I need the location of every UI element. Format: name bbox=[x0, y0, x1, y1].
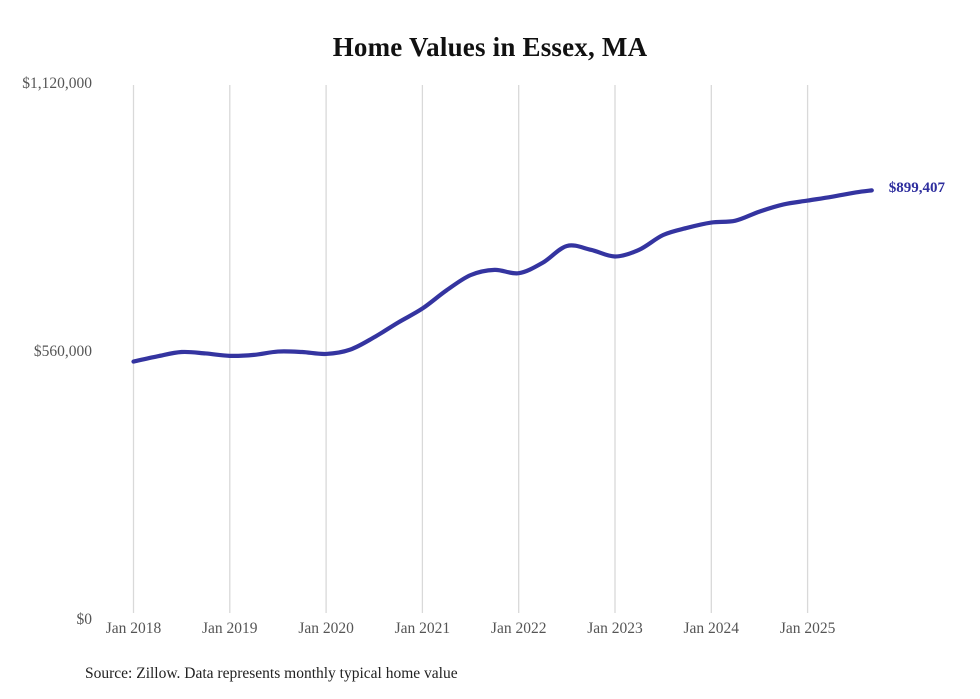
y-axis-tick-label: $1,120,000 bbox=[22, 75, 92, 92]
x-axis-tick-label: Jan 2024 bbox=[683, 620, 740, 637]
x-axis-tick-label: Jan 2022 bbox=[490, 620, 547, 637]
data-line-series bbox=[131, 188, 874, 364]
y-axis-tick-label: $560,000 bbox=[33, 343, 92, 360]
x-axis-tick-label: Jan 2023 bbox=[587, 620, 643, 637]
x-axis-tick-label: Jan 2025 bbox=[779, 620, 836, 637]
x-axis-tick-label: Jan 2021 bbox=[394, 620, 451, 637]
x-axis-tick-label: Jan 2020 bbox=[298, 620, 354, 637]
x-axis-tick-label: Jan 2018 bbox=[105, 620, 162, 637]
x-axis-tick-label: Jan 2019 bbox=[202, 620, 258, 637]
source-note: Source: Zillow. Data represents monthly … bbox=[85, 665, 458, 682]
gridlines-group bbox=[132, 85, 809, 613]
y-axis-tick-label: $0 bbox=[76, 611, 93, 628]
chart-title: Home Values in Essex, MA bbox=[332, 32, 648, 62]
end-point-value-label: $899,407 bbox=[888, 180, 946, 197]
